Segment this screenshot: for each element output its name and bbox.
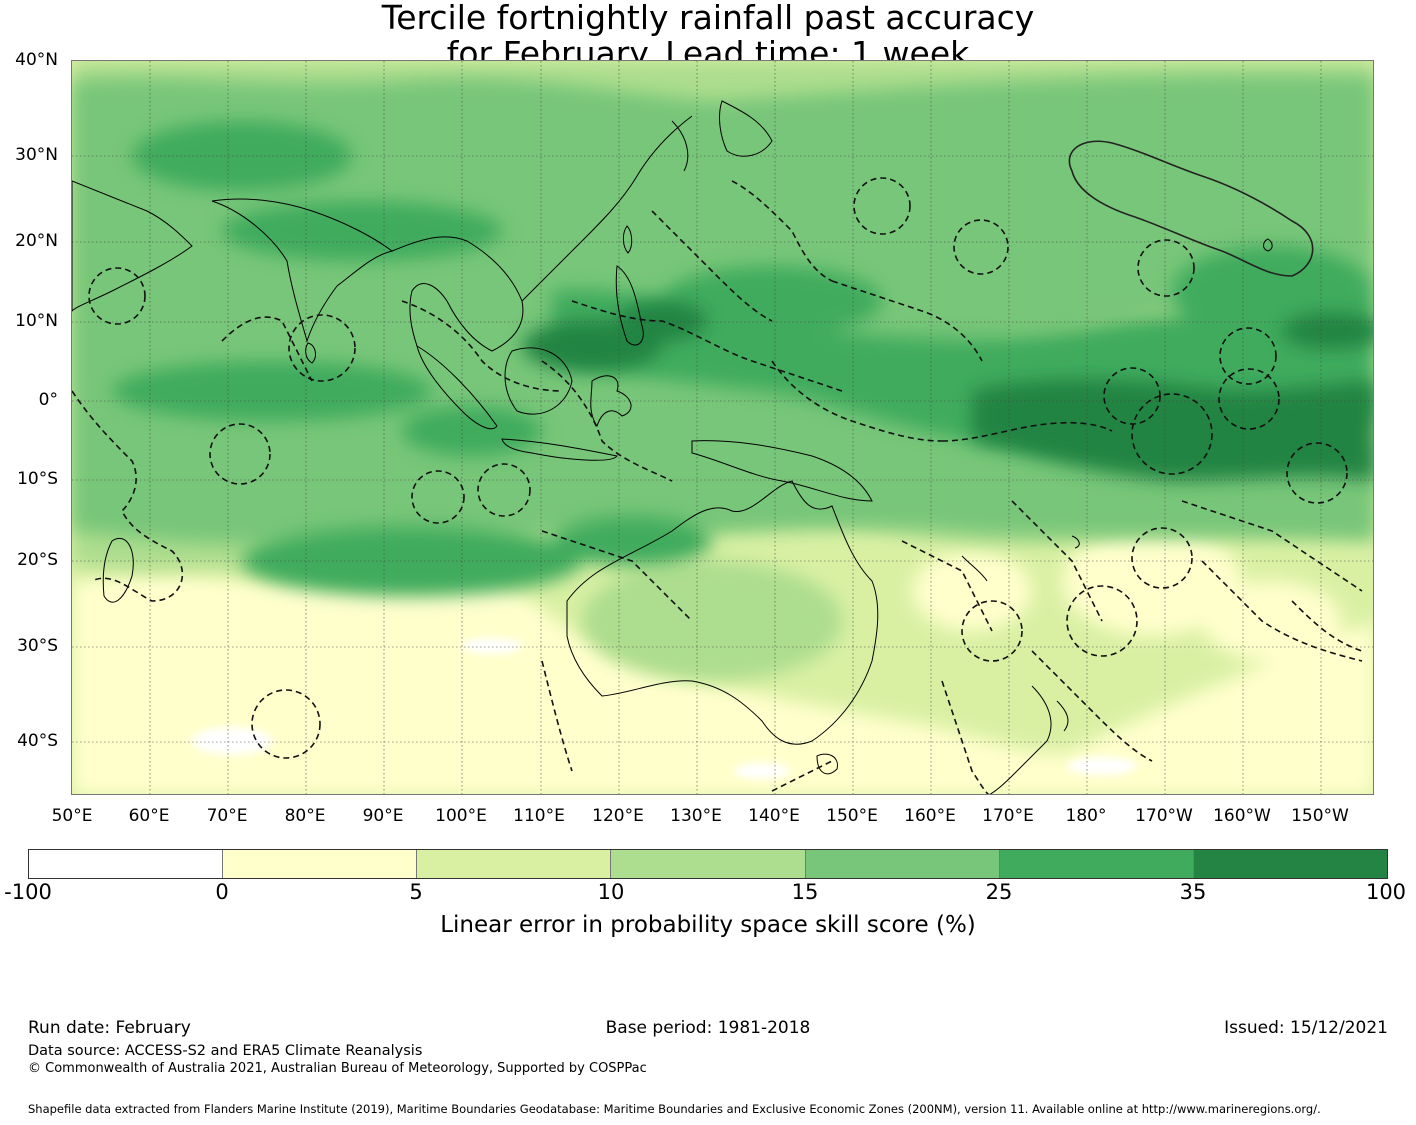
lat-label-30n: 30°N	[15, 145, 58, 165]
lat-label-40n: 40°N	[15, 50, 58, 70]
colorbar-segment	[417, 850, 612, 878]
lon-label-180: 180°	[1065, 806, 1107, 826]
colorbar-segment	[223, 850, 418, 878]
colorbar-segment	[999, 850, 1194, 878]
lat-label-30s: 30°S	[17, 636, 58, 656]
chart-title-line-1: Tercile fortnightly rainfall past accura…	[381, 0, 1035, 37]
lat-label-20n: 20°N	[15, 231, 58, 251]
lat-label-40s: 40°S	[17, 731, 58, 751]
skill-score-map	[71, 60, 1374, 795]
lat-label-10n: 10°N	[15, 311, 58, 331]
colorbar	[28, 849, 1388, 879]
graticule	[72, 61, 1373, 794]
run-date: Run date: February	[28, 1018, 191, 1038]
colorbar-tick: 100	[1365, 880, 1407, 904]
field-negative-skill	[192, 638, 1137, 779]
colorbar-tick: -100	[4, 880, 52, 904]
lon-label-70e: 70°E	[206, 806, 248, 826]
colorbar-tick: 35	[1179, 880, 1207, 904]
issued-date: Issued: 15/12/2021	[1224, 1018, 1388, 1038]
lon-label-150w: 150°W	[1291, 806, 1349, 826]
lon-label-170e: 170°E	[982, 806, 1034, 826]
map-canvas	[72, 61, 1373, 794]
coastlines	[72, 100, 1273, 794]
colorbar-tick: 25	[985, 880, 1013, 904]
colorbar-tick: 5	[409, 880, 423, 904]
papahanaumokuakea-boundary	[1068, 140, 1314, 277]
colorbar-segment	[29, 850, 224, 878]
eez-boundaries	[72, 177, 1363, 794]
lon-label-50e: 50°E	[51, 806, 93, 826]
lat-label-20s: 20°S	[17, 550, 58, 570]
lon-label-140e: 140°E	[748, 806, 800, 826]
lat-label-10s: 10°S	[17, 469, 58, 489]
colorbar-tick: 15	[791, 880, 819, 904]
copyright: © Commonwealth of Australia 2021, Austra…	[28, 1061, 647, 1076]
lon-label-160e: 160°E	[904, 806, 956, 826]
lon-label-90e: 90°E	[362, 806, 404, 826]
lon-label-80e: 80°E	[284, 806, 326, 826]
colorbar-segment	[805, 850, 1000, 878]
lat-label-0: 0°	[38, 390, 58, 410]
lon-label-160w: 160°W	[1213, 806, 1271, 826]
lon-label-130e: 130°E	[670, 806, 722, 826]
lon-label-120e: 120°E	[592, 806, 644, 826]
lon-label-110e: 110°E	[513, 806, 565, 826]
base-period: Base period: 1981-2018	[605, 1018, 811, 1038]
lon-label-60e: 60°E	[128, 806, 170, 826]
lon-label-150e: 150°E	[826, 806, 878, 826]
colorbar-segment	[611, 850, 806, 878]
colorbar-tick: 0	[215, 880, 229, 904]
lon-label-170w: 170°W	[1135, 806, 1193, 826]
data-source: Data source: ACCESS-S2 and ERA5 Climate …	[28, 1043, 423, 1059]
shapefile-credit: Shapefile data extracted from Flanders M…	[28, 1102, 1321, 1116]
colorbar-label: Linear error in probability space skill …	[440, 912, 976, 938]
colorbar-tick: 10	[597, 880, 625, 904]
colorbar-segment	[1193, 850, 1387, 878]
lon-label-100e: 100°E	[435, 806, 487, 826]
field-band-35-100	[522, 301, 1373, 481]
